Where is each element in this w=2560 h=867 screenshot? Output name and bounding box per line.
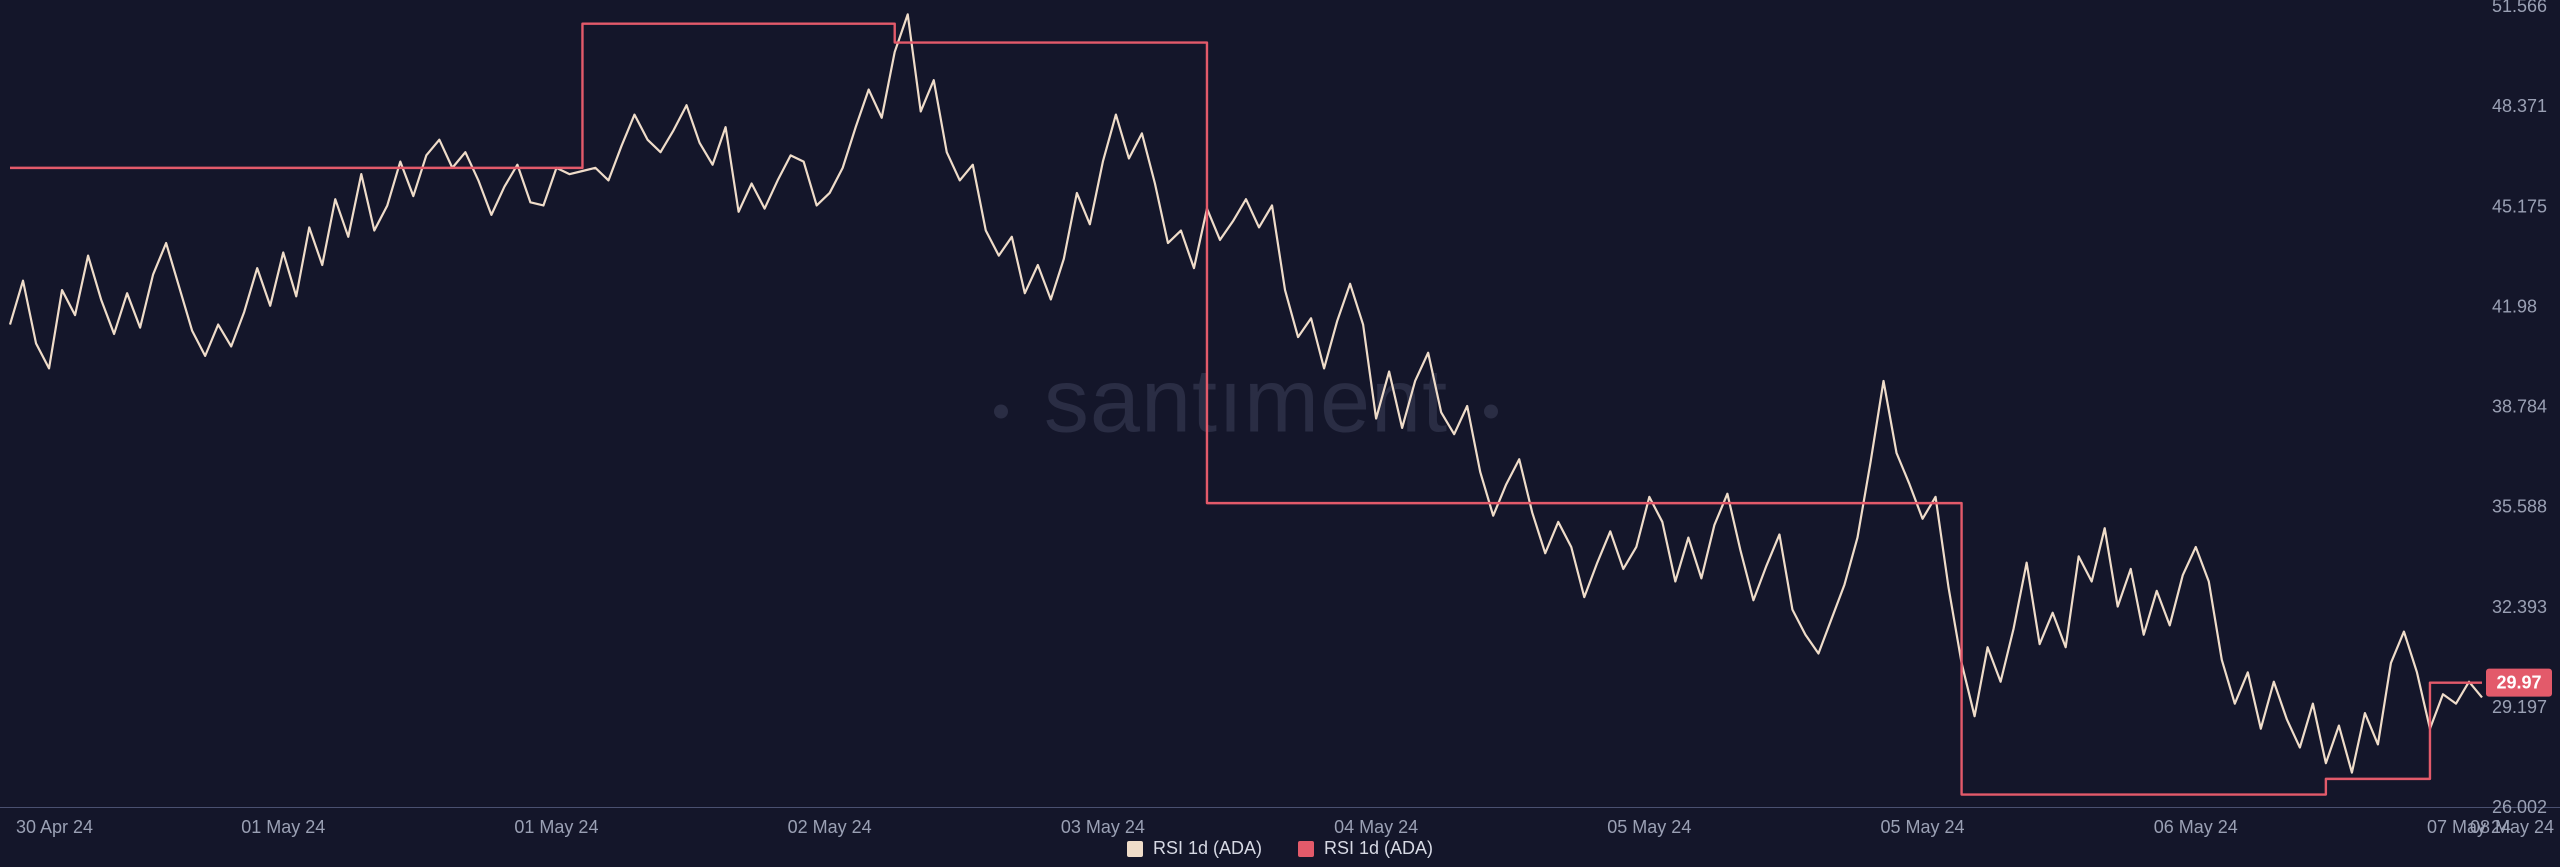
y-tick-label: 51.566 xyxy=(2492,0,2547,16)
y-tick-label: 41.98 xyxy=(2492,296,2537,316)
y-tick-label: 45.175 xyxy=(2492,196,2547,216)
y-tick-label: 32.393 xyxy=(2492,597,2547,617)
x-tick-label: 06 May 24 xyxy=(2154,817,2238,837)
current-value-tag: 29.97 xyxy=(2486,669,2552,697)
x-tick-label: 02 May 24 xyxy=(788,817,872,837)
y-tick-label: 48.371 xyxy=(2492,96,2547,116)
watermark: santıment xyxy=(1044,352,1448,452)
y-tick-label: 38.784 xyxy=(2492,397,2547,417)
rsi-chart[interactable]: santıment 30 Apr 24 01 May 24 01 May 24 02 M… xyxy=(0,0,2560,867)
x-tick-label: 03 May 24 xyxy=(1061,817,1145,837)
x-tick-label: 01 May 24 xyxy=(241,817,325,837)
x-tick-label: 05 May 24 xyxy=(1607,817,1691,837)
x-tick-label: 04 May 24 xyxy=(1334,817,1418,837)
legend-swatch xyxy=(1298,841,1314,857)
svg-text:29.97: 29.97 xyxy=(2496,673,2541,693)
x-tick-label: 08 May 24 xyxy=(2470,817,2554,837)
legend-label: RSI 1d (ADA) xyxy=(1324,838,1433,859)
x-tick-label: 30 Apr 24 xyxy=(16,817,93,837)
y-tick-label: 29.197 xyxy=(2492,697,2547,717)
legend-item[interactable]: RSI 1d (ADA) xyxy=(1127,838,1262,859)
y-tick-label: 26.002 xyxy=(2492,797,2547,817)
legend-item[interactable]: RSI 1d (ADA) xyxy=(1298,838,1433,859)
y-tick-label: 35.588 xyxy=(2492,497,2547,517)
legend: RSI 1d (ADA) RSI 1d (ADA) xyxy=(0,838,2560,859)
legend-label: RSI 1d (ADA) xyxy=(1153,838,1262,859)
legend-swatch xyxy=(1127,841,1143,857)
x-tick-label: 05 May 24 xyxy=(1881,817,1965,837)
chart-canvas: santıment 30 Apr 24 01 May 24 01 May 24 02 M… xyxy=(0,0,2560,867)
x-tick-label: 01 May 24 xyxy=(514,817,598,837)
